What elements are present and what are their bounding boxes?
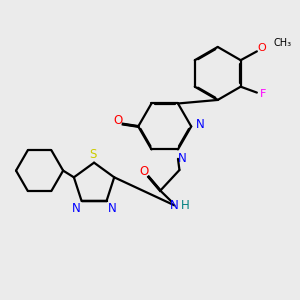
Text: O: O [258, 44, 266, 53]
Text: H: H [181, 199, 190, 212]
Text: N: N [196, 118, 204, 131]
Text: S: S [89, 148, 96, 161]
Text: N: N [72, 202, 81, 215]
Text: N: N [178, 152, 187, 165]
Text: N: N [170, 199, 179, 212]
Text: O: O [113, 114, 122, 127]
Text: F: F [260, 89, 266, 99]
Text: CH₃: CH₃ [273, 38, 291, 48]
Text: O: O [139, 165, 148, 178]
Text: N: N [107, 202, 116, 215]
